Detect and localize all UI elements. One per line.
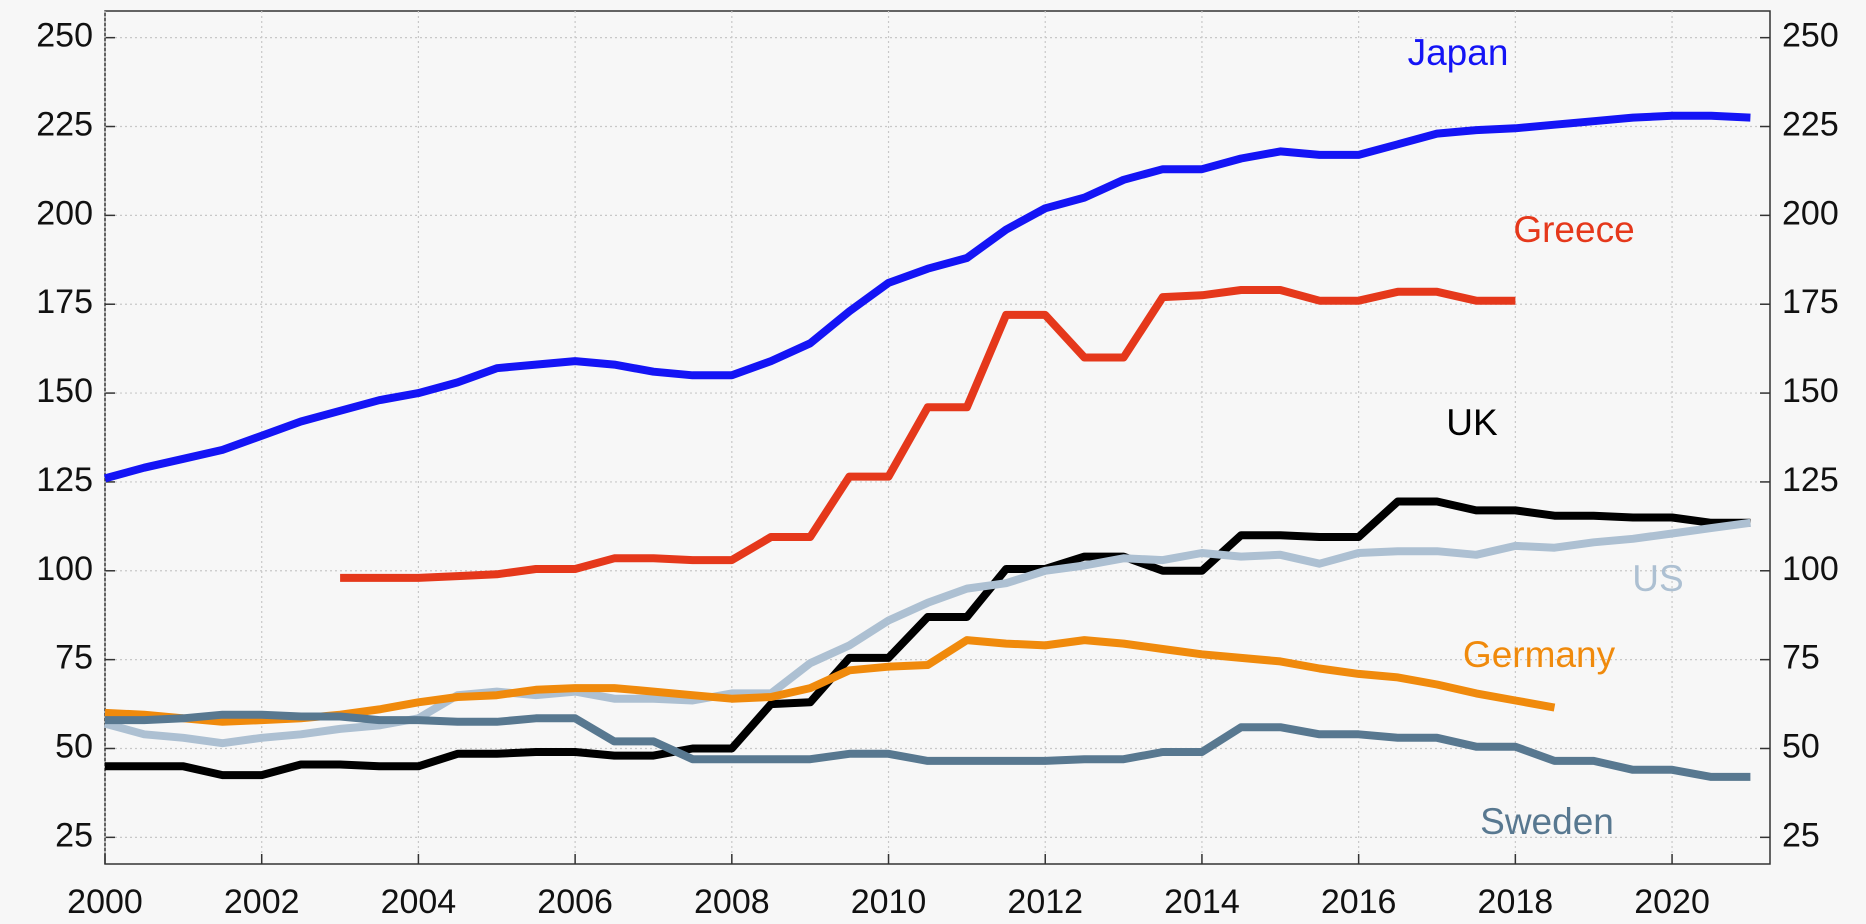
series-label: Greece — [1513, 209, 1634, 250]
y-tick-label: 75 — [55, 639, 93, 677]
x-tick-label: 2008 — [694, 883, 770, 921]
x-tick-label: 2020 — [1634, 883, 1710, 921]
x-tick-label: 2012 — [1007, 883, 1083, 921]
x-tick-label: 2002 — [224, 883, 300, 921]
y-tick-label: 50 — [55, 727, 93, 765]
series-line — [103, 518, 1751, 748]
series-label: US — [1632, 558, 1683, 599]
plot-area — [104, 10, 1771, 865]
y2-tick-label: 50 — [1782, 727, 1820, 765]
y2-tick-label: 150 — [1782, 372, 1839, 410]
series-label: Sweden — [1480, 801, 1614, 842]
series-label: Japan — [1408, 32, 1509, 73]
y-tick-label: 175 — [36, 283, 93, 321]
y2-tick-label: 25 — [1782, 816, 1820, 854]
x-tick-label: 2000 — [67, 883, 143, 921]
y-tick-label: 25 — [55, 816, 93, 854]
series-line — [103, 111, 1751, 483]
y-tick-label: 125 — [36, 461, 93, 499]
x-tick-label: 2018 — [1478, 883, 1554, 921]
x-tick-label: 2016 — [1321, 883, 1397, 921]
y-tick-label: 200 — [36, 194, 93, 232]
y2-tick-label: 100 — [1782, 550, 1839, 588]
x-tick-label: 2014 — [1164, 883, 1240, 921]
series-line — [340, 286, 1516, 582]
series-line — [105, 497, 1751, 780]
y2-tick-label: 125 — [1782, 461, 1839, 499]
series-line — [105, 710, 1751, 781]
y2-tick-label: 250 — [1782, 17, 1839, 55]
y2-tick-label: 175 — [1782, 283, 1839, 321]
y-tick-label: 100 — [36, 550, 93, 588]
y-tick-label: 150 — [36, 372, 93, 410]
y2-tick-label: 200 — [1782, 194, 1839, 232]
series-label: UK — [1446, 402, 1498, 443]
x-tick-label: 2004 — [381, 883, 457, 921]
y-tick-label: 225 — [36, 105, 93, 143]
y2-tick-label: 225 — [1782, 105, 1839, 143]
x-tick-label: 2010 — [851, 883, 927, 921]
x-tick-label: 2006 — [537, 883, 613, 921]
series-label: Germany — [1463, 634, 1616, 675]
y2-tick-label: 75 — [1782, 639, 1820, 677]
y-tick-label: 250 — [36, 17, 93, 55]
